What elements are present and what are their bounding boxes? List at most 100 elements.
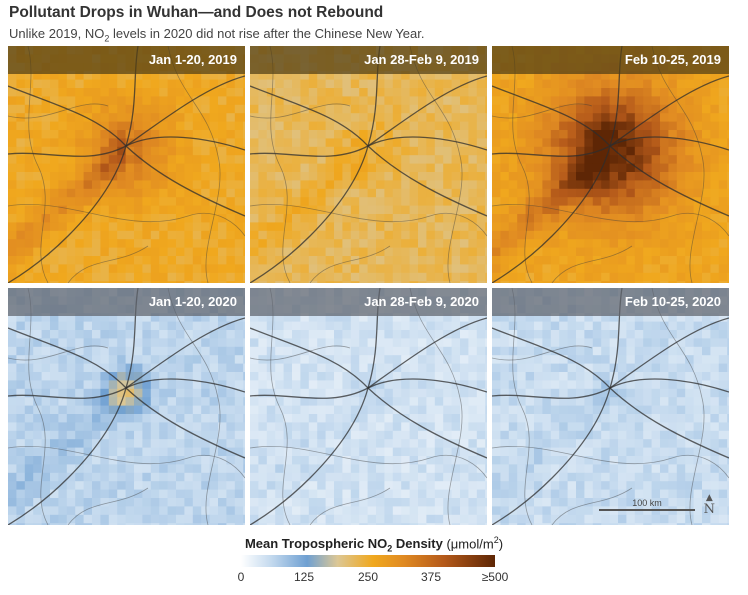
density-cell bbox=[176, 79, 185, 89]
density-cell bbox=[342, 104, 352, 114]
density-cell bbox=[334, 464, 343, 474]
density-cell bbox=[618, 71, 627, 81]
density-cell bbox=[117, 146, 127, 156]
density-cell bbox=[243, 230, 245, 240]
density-cell bbox=[426, 313, 436, 323]
density-cell bbox=[108, 205, 118, 215]
density-cell bbox=[100, 380, 110, 390]
density-cell bbox=[434, 71, 444, 81]
density-cell bbox=[542, 239, 552, 249]
density-cell bbox=[218, 247, 227, 257]
density-cell bbox=[710, 456, 720, 465]
density-cell bbox=[176, 197, 185, 207]
density-cell bbox=[218, 138, 227, 148]
density-cell bbox=[651, 230, 661, 240]
density-cell bbox=[718, 180, 728, 190]
density-cell bbox=[451, 523, 461, 525]
density-cell bbox=[350, 481, 360, 491]
density-cell bbox=[234, 439, 244, 449]
density-cell bbox=[584, 363, 594, 373]
density-cell bbox=[668, 397, 678, 407]
density-cell bbox=[266, 363, 276, 373]
density-cell bbox=[234, 138, 244, 148]
density-cell bbox=[150, 464, 160, 474]
density-cell bbox=[16, 113, 26, 123]
density-cell bbox=[710, 188, 720, 198]
density-cell bbox=[592, 205, 602, 215]
density-cell bbox=[626, 330, 636, 339]
density-cell bbox=[176, 130, 185, 139]
density-cell bbox=[392, 130, 402, 139]
density-cell bbox=[651, 422, 661, 432]
density-cell bbox=[718, 405, 728, 415]
density-cell bbox=[685, 481, 695, 491]
density-cell bbox=[325, 346, 335, 356]
density-cell bbox=[342, 464, 352, 474]
density-cell bbox=[125, 256, 135, 265]
no2-map bbox=[492, 288, 729, 525]
density-cell bbox=[250, 155, 259, 165]
density-cell bbox=[401, 514, 411, 524]
density-cell bbox=[567, 256, 577, 265]
density-cell bbox=[592, 472, 602, 482]
density-cell bbox=[451, 456, 461, 465]
density-cell bbox=[66, 363, 76, 373]
density-cell bbox=[367, 121, 377, 131]
density-cell bbox=[176, 338, 185, 348]
density-cell bbox=[618, 205, 627, 215]
density-cell bbox=[476, 380, 486, 390]
density-cell bbox=[134, 481, 143, 491]
density-cell bbox=[234, 481, 244, 491]
density-cell bbox=[500, 96, 510, 106]
density-cell bbox=[592, 313, 602, 323]
density-cell bbox=[24, 422, 34, 432]
density-cell bbox=[634, 222, 644, 232]
density-cell bbox=[492, 155, 501, 165]
density-cell bbox=[710, 363, 720, 373]
density-cell bbox=[83, 472, 93, 482]
density-cell bbox=[8, 447, 17, 457]
figure-subtitle: Unlike 2019, NO2 levels in 2020 did not … bbox=[9, 26, 425, 44]
density-cell bbox=[308, 397, 318, 407]
density-cell bbox=[384, 172, 394, 181]
density-cell bbox=[426, 506, 436, 516]
density-cell bbox=[651, 163, 661, 173]
density-cell bbox=[75, 272, 85, 282]
density-cell bbox=[342, 71, 352, 81]
density-cell bbox=[492, 372, 501, 381]
density-cell bbox=[534, 388, 543, 398]
density-cell bbox=[66, 256, 76, 265]
density-cell bbox=[16, 256, 26, 265]
density-cell bbox=[167, 405, 177, 415]
density-cell bbox=[559, 130, 569, 139]
density-cell bbox=[634, 330, 644, 339]
density-cell bbox=[308, 113, 318, 123]
density-cell bbox=[108, 447, 118, 457]
density-cell bbox=[727, 397, 729, 407]
density-cell bbox=[334, 121, 343, 131]
density-cell bbox=[134, 397, 143, 407]
density-cell bbox=[434, 380, 444, 390]
density-cell bbox=[542, 464, 552, 474]
density-cell bbox=[250, 121, 259, 131]
density-cell bbox=[508, 430, 518, 440]
density-cell bbox=[409, 79, 419, 89]
density-cell bbox=[468, 472, 478, 482]
density-cell bbox=[476, 472, 486, 482]
density-cell bbox=[508, 422, 518, 432]
density-cell bbox=[359, 222, 369, 232]
density-cell bbox=[266, 155, 276, 165]
density-cell bbox=[384, 272, 394, 282]
density-cell bbox=[176, 163, 185, 173]
density-cell bbox=[584, 71, 594, 81]
density-cell bbox=[334, 146, 343, 156]
density-cell bbox=[576, 346, 585, 356]
density-cell bbox=[626, 79, 636, 89]
density-cell bbox=[108, 346, 118, 356]
density-cell bbox=[226, 439, 236, 449]
density-cell bbox=[184, 247, 194, 257]
density-cell bbox=[92, 180, 101, 190]
density-cell bbox=[418, 397, 427, 407]
density-cell bbox=[201, 247, 211, 257]
density-cell bbox=[451, 355, 461, 365]
